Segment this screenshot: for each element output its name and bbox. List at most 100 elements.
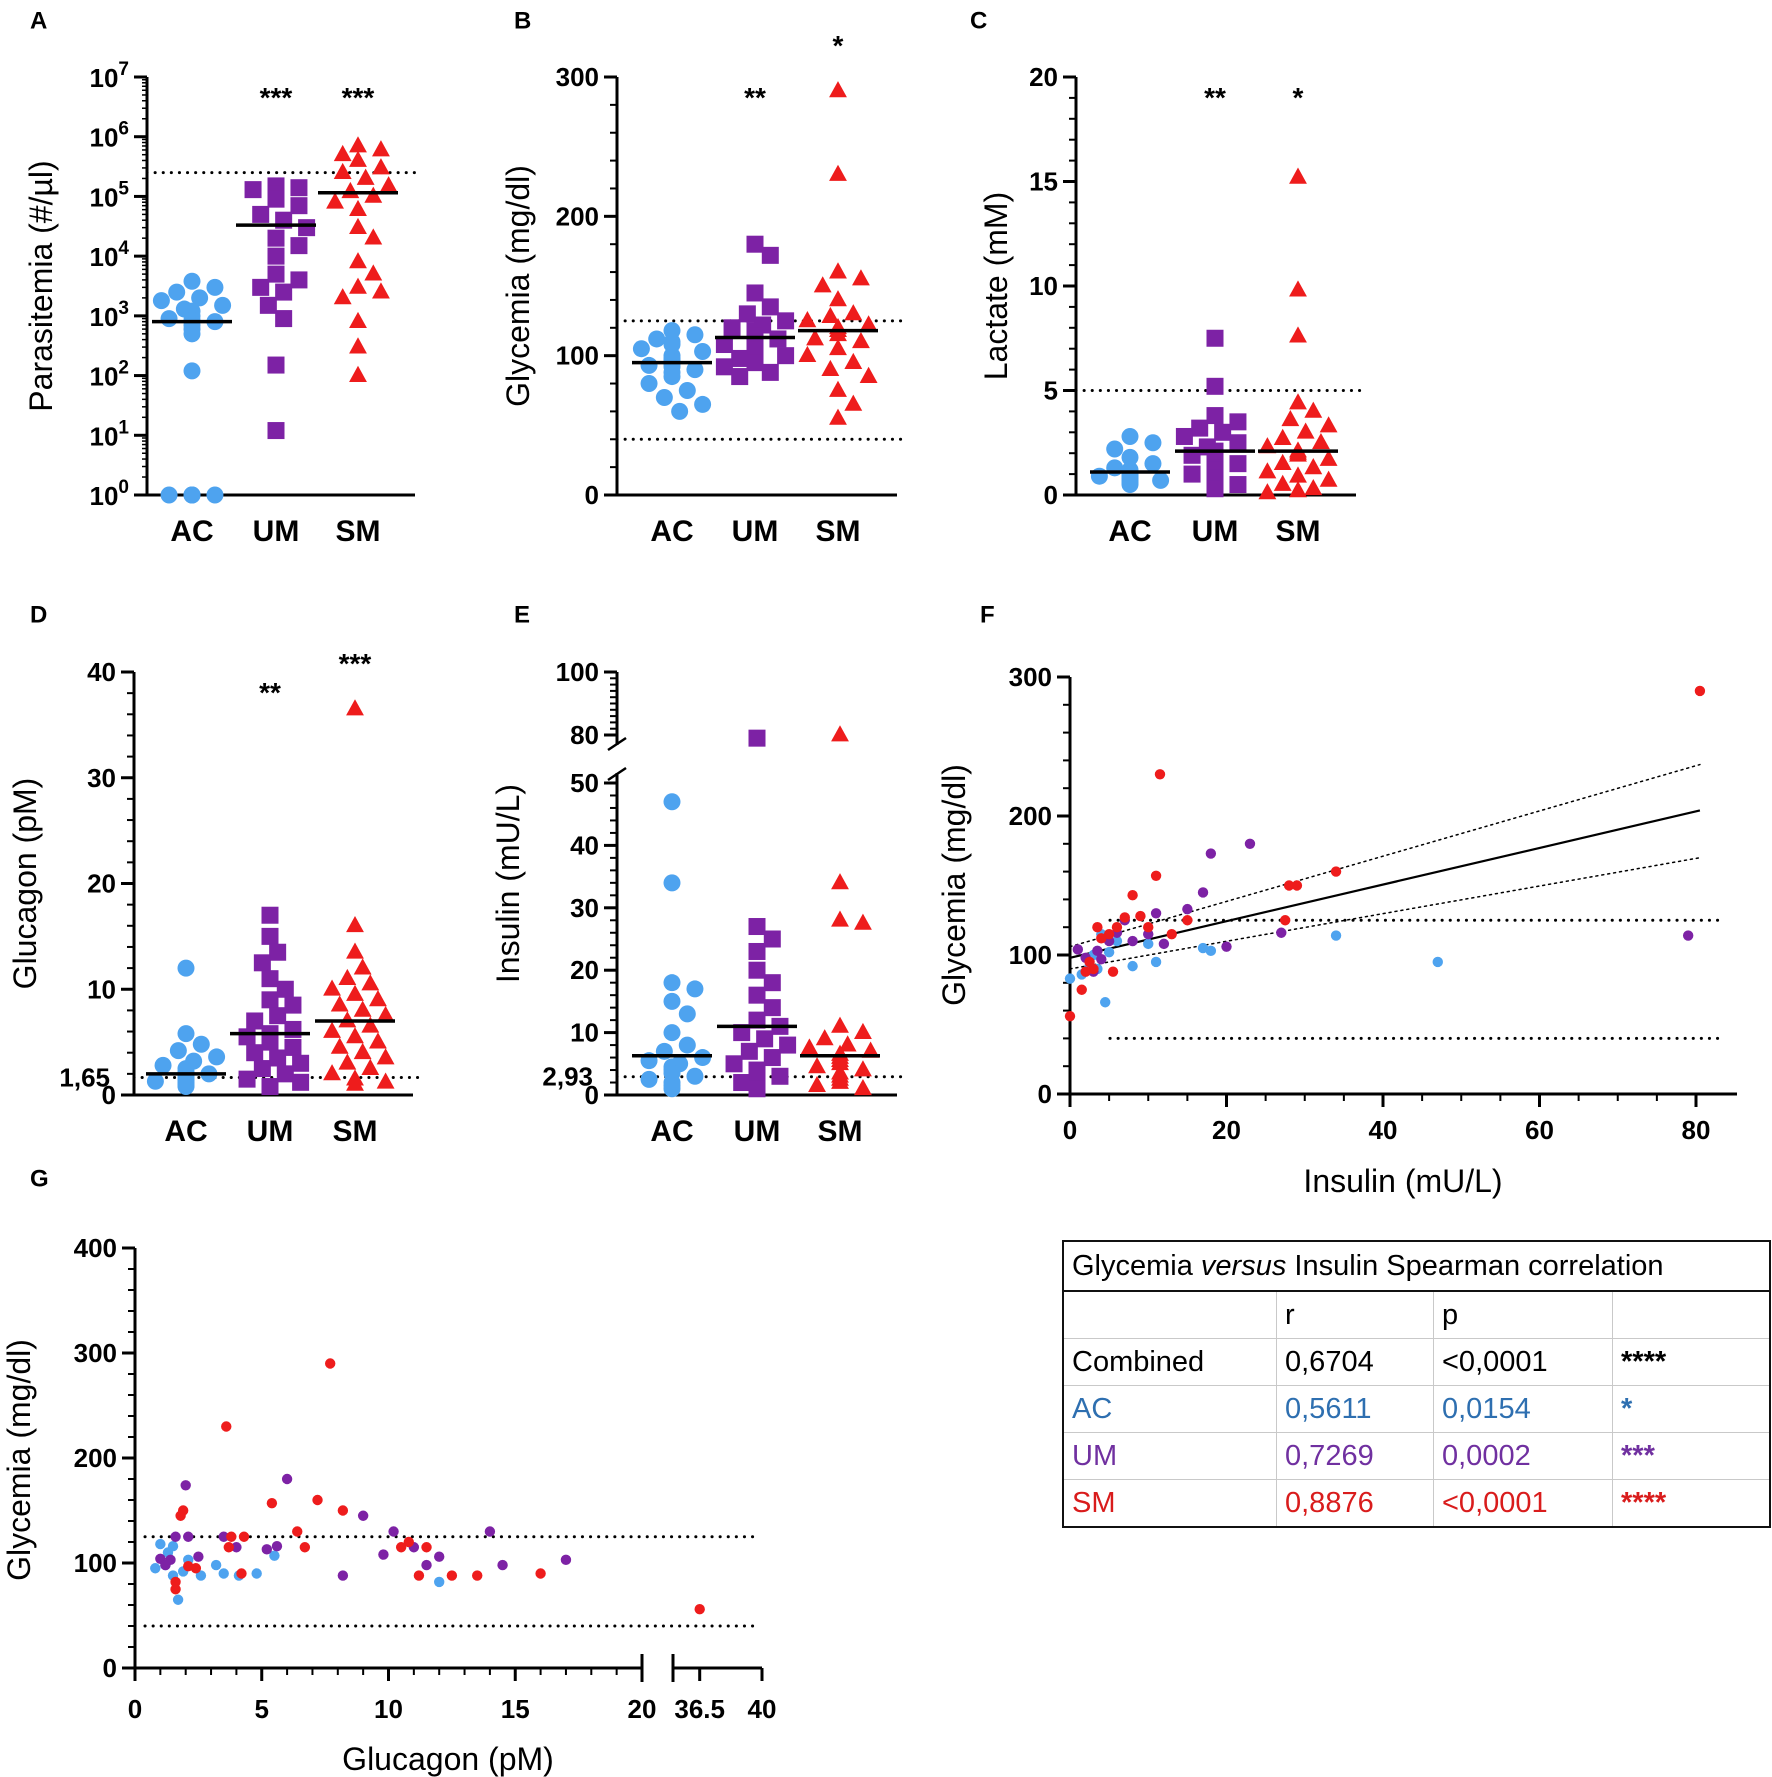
- data-point: [372, 158, 390, 175]
- data-point: [269, 1550, 280, 1561]
- x-tick-label: 80: [1682, 1115, 1711, 1145]
- data-point: [1296, 422, 1315, 439]
- y-tick-label: 0: [1044, 480, 1058, 510]
- data-point: [357, 1510, 369, 1521]
- y-tick-label: 200: [74, 1443, 117, 1473]
- row-sig: ***: [1612, 1432, 1771, 1480]
- series-AC: [1090, 427, 1170, 494]
- data-point: [1144, 434, 1162, 452]
- data-point: [349, 252, 367, 269]
- panel-letter-F: F: [980, 601, 995, 628]
- y-tick-label: 10: [570, 1018, 599, 1048]
- significance-stars: ***: [339, 648, 372, 679]
- data-point: [1304, 401, 1323, 418]
- data-point: [1143, 938, 1154, 950]
- data-point: [829, 408, 847, 425]
- x-tick-label: 40: [1369, 1115, 1398, 1145]
- data-point: [261, 1033, 279, 1051]
- data-point: [253, 1060, 271, 1078]
- y-tick-label: 80: [570, 720, 599, 750]
- header-r: r: [1276, 1290, 1434, 1339]
- data-point: [361, 974, 380, 991]
- chart-E: 0 10 20 30 40 50 80 100 2,93 AC UM SM Insulin (mU/L): [490, 657, 904, 1148]
- data-point: [1289, 280, 1307, 297]
- table-row: AC 0,5611 0,0154 *: [1062, 1385, 1771, 1433]
- panel-letter-A: A: [30, 7, 47, 34]
- data-point: [861, 1041, 880, 1058]
- y-axis-label: Glycemia (mg/dl): [500, 165, 536, 407]
- data-point: [180, 1480, 191, 1491]
- data-point: [648, 330, 666, 348]
- data-point: [686, 980, 704, 998]
- data-point: [763, 1049, 781, 1067]
- significance-stars: ***: [260, 82, 293, 113]
- series-AC: [1064, 928, 1443, 1008]
- data-point: [1229, 434, 1247, 452]
- x-category-label: UM: [247, 1115, 294, 1148]
- data-point: [238, 1531, 250, 1542]
- data-point: [731, 368, 749, 386]
- data-point: [346, 1074, 364, 1091]
- data-point: [388, 1526, 399, 1537]
- row-p: <0,0001: [1433, 1338, 1613, 1386]
- data-point: [763, 930, 781, 948]
- series-SM: [170, 1358, 705, 1615]
- data-point: [267, 229, 285, 247]
- data-point: [640, 1070, 658, 1088]
- chart-G: 0 100 200 300 400 0 5 10 15 20 36.5 40 Glucagon (pM)…: [1, 1233, 776, 1777]
- row-group: Combined: [1062, 1338, 1277, 1386]
- spearman-correlation-table: Glycemia versus Insulin Spearman correla…: [1062, 1240, 1771, 1528]
- x-tick-label: 20: [628, 1694, 657, 1724]
- data-point: [1152, 471, 1170, 489]
- x-category-label: SM: [818, 1115, 863, 1148]
- series-AC: [632, 793, 712, 1098]
- data-point: [413, 1570, 425, 1581]
- y-tick-label: 15: [1029, 167, 1058, 197]
- data-point: [1106, 440, 1124, 458]
- x-tick-label: 0: [128, 1694, 142, 1724]
- significance-stars: **: [1204, 82, 1226, 113]
- x-tick-label: 0: [1063, 1115, 1077, 1145]
- data-point: [1330, 866, 1342, 877]
- data-point: [763, 974, 781, 992]
- table-row: Combined 0,6704 <0,0001 ****: [1062, 1338, 1771, 1386]
- data-point: [854, 913, 872, 930]
- data-point: [146, 1072, 164, 1090]
- y-tick-label: 100: [74, 1548, 117, 1578]
- data-point: [349, 337, 367, 354]
- data-point: [252, 278, 270, 296]
- table-title: Glycemia versus Insulin Spearman correla…: [1062, 1240, 1771, 1292]
- x-category-label: SM: [1276, 515, 1321, 548]
- table-title-row: Glycemia versus Insulin Spearman correla…: [1062, 1240, 1771, 1292]
- data-point: [269, 943, 287, 961]
- data-point: [779, 1036, 797, 1054]
- data-point: [663, 368, 681, 386]
- data-point: [829, 290, 847, 307]
- data-point: [326, 192, 344, 209]
- x-tick-label: 20: [1212, 1115, 1241, 1145]
- chart-A: 100 101 102 103 104 105 106 107 AC UM SM Parasitemi…: [23, 59, 422, 548]
- data-point: [267, 422, 285, 440]
- data-point: [761, 246, 779, 264]
- data-point: [694, 1604, 705, 1615]
- data-point: [1279, 915, 1291, 926]
- data-point: [252, 205, 270, 223]
- data-point: [852, 331, 870, 349]
- data-point: [740, 1042, 758, 1060]
- data-point: [854, 1078, 872, 1096]
- data-point: [1121, 427, 1139, 445]
- x-category-label: AC: [650, 515, 693, 548]
- data-point: [376, 1072, 395, 1089]
- data-point: [267, 356, 285, 374]
- data-point: [1304, 478, 1323, 496]
- data-point: [694, 395, 712, 413]
- data-point: [275, 310, 293, 328]
- data-point: [269, 1049, 287, 1067]
- data-point: [356, 168, 375, 185]
- y-axis-label: Glycemia (mg/dl): [936, 764, 972, 1006]
- data-point: [655, 388, 673, 406]
- y-tick-label: 101: [90, 417, 130, 451]
- data-point: [1121, 448, 1139, 466]
